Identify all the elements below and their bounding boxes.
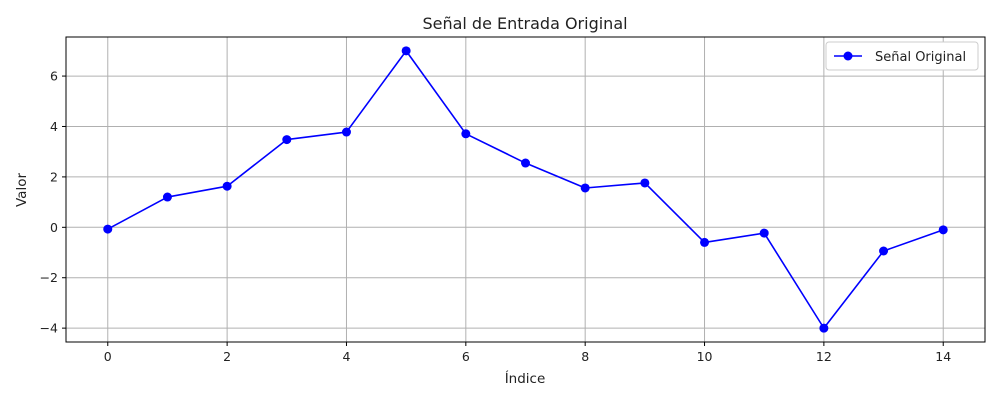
x-axis-title: Índice [505, 370, 546, 387]
data-point [461, 129, 470, 138]
y-tick-label: −2 [40, 270, 58, 285]
x-tick-label: 4 [342, 349, 350, 364]
data-point [163, 193, 172, 202]
legend-label: Señal Original [875, 50, 966, 65]
y-tick-label: −4 [40, 321, 58, 336]
x-tick-label: 0 [104, 349, 112, 364]
legend: Señal Original [826, 42, 978, 70]
x-tick-label: 8 [581, 349, 589, 364]
data-point [342, 128, 351, 137]
data-point [700, 238, 709, 247]
x-tick-label: 6 [462, 349, 470, 364]
data-point [581, 183, 590, 192]
data-point [521, 159, 530, 168]
x-tick-label: 10 [697, 349, 713, 364]
x-tick-label: 12 [816, 349, 832, 364]
data-point [103, 225, 112, 234]
y-tick-label: 2 [50, 169, 58, 184]
y-tick-label: 6 [50, 69, 58, 84]
data-point [223, 182, 232, 191]
chart-title: Señal de Entrada Original [422, 14, 627, 33]
y-axis-title: Valor [14, 173, 30, 207]
y-tick-label: 0 [50, 220, 58, 235]
x-tick-label: 14 [935, 349, 951, 364]
data-point [819, 324, 828, 333]
data-point [282, 135, 291, 144]
data-point [760, 229, 769, 238]
legend-marker [844, 52, 853, 61]
y-tick-label: 4 [50, 119, 58, 134]
data-point [939, 225, 948, 234]
x-tick-label: 2 [223, 349, 231, 364]
data-point [640, 178, 649, 187]
data-point [879, 247, 888, 256]
data-point [402, 46, 411, 55]
